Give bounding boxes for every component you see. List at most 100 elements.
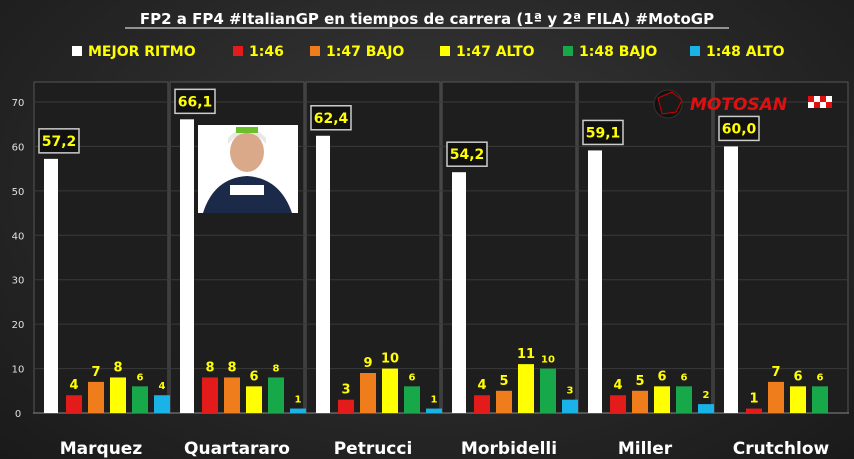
value-label: 6 — [817, 372, 824, 383]
legend-label: MEJOR RITMO — [88, 44, 196, 60]
bar — [724, 146, 738, 413]
bar — [426, 408, 442, 413]
y-tick-label: 50 — [12, 187, 25, 198]
value-label: 8 — [273, 363, 280, 374]
bar — [474, 395, 490, 413]
value-label: 1 — [295, 395, 302, 406]
motorbike-icon — [653, 89, 683, 119]
value-label: 57,2 — [42, 134, 77, 150]
legend-label: 1:48 BAJO — [579, 44, 657, 60]
bar — [588, 150, 602, 414]
bar — [290, 408, 306, 413]
value-label-box — [174, 88, 216, 115]
bar — [790, 386, 806, 413]
bar — [66, 395, 82, 413]
bar — [88, 381, 104, 413]
logo-text: MOTOSAN — [690, 95, 787, 115]
bar — [746, 408, 762, 413]
value-label: 9 — [363, 356, 372, 371]
bar — [562, 399, 578, 413]
value-label: 5 — [635, 374, 644, 389]
value-label: 6 — [409, 372, 416, 383]
category-label: Marquez — [60, 439, 143, 459]
y-tick-label: 30 — [12, 276, 25, 287]
chart-title: FP2 a FP4 #ItalianGP en tiempos de carre… — [140, 10, 714, 28]
bar — [360, 373, 376, 413]
value-label: 6 — [793, 369, 802, 384]
legend-label: 1:46 — [249, 44, 284, 60]
y-tick-label: 20 — [12, 320, 25, 331]
value-label: 7 — [91, 365, 100, 380]
category-label: Crutchlow — [733, 439, 830, 459]
category-label: Quartararo — [184, 439, 290, 459]
bar — [154, 395, 170, 413]
y-tick-label: 40 — [12, 231, 25, 242]
value-label: 1 — [749, 392, 758, 407]
value-label: 5 — [499, 374, 508, 389]
rider-photo — [198, 125, 298, 213]
y-tick-label: 60 — [12, 142, 25, 153]
legend-swatch — [233, 46, 243, 56]
value-label: 66,1 — [178, 94, 213, 110]
value-label: 59,1 — [586, 125, 621, 141]
y-tick-label: 10 — [12, 365, 25, 376]
legend-label: 1:47 ALTO — [456, 44, 535, 60]
motosan-logo: MOTOSAN — [653, 89, 832, 119]
bar — [224, 377, 240, 413]
value-label: 10 — [381, 352, 399, 367]
legend-label: 1:48 ALTO — [706, 44, 785, 60]
bar — [110, 377, 126, 413]
value-label-box — [718, 115, 760, 142]
bar — [132, 386, 148, 413]
legend-swatch — [440, 46, 450, 56]
bar — [268, 377, 284, 413]
bar — [338, 399, 354, 413]
value-label: 8 — [205, 360, 214, 375]
legend-swatch — [72, 46, 82, 56]
bar — [632, 390, 648, 413]
bar — [610, 395, 626, 413]
bar — [496, 390, 512, 413]
bar — [382, 368, 398, 413]
bar — [768, 381, 784, 413]
value-label: 62,4 — [314, 111, 349, 127]
value-label: 4 — [69, 378, 78, 393]
bar — [246, 386, 262, 413]
bar — [540, 368, 556, 413]
value-label: 11 — [517, 347, 535, 362]
legend-swatch — [310, 46, 320, 56]
value-label: 8 — [227, 360, 236, 375]
bar — [812, 386, 828, 413]
value-label: 7 — [771, 365, 780, 380]
value-label: 6 — [657, 369, 666, 384]
value-label: 6 — [681, 372, 688, 383]
value-label: 6 — [137, 372, 144, 383]
category-label: Miller — [618, 439, 673, 459]
bar — [654, 386, 670, 413]
value-label: 8 — [113, 360, 122, 375]
bar — [518, 364, 534, 413]
value-label: 10 — [541, 355, 555, 366]
bar — [698, 404, 714, 413]
bar — [404, 386, 420, 413]
checkered-flag-icon — [808, 96, 832, 108]
bar — [202, 377, 218, 413]
bar — [676, 386, 692, 413]
legend-swatch — [690, 46, 700, 56]
value-label-box — [446, 141, 488, 167]
value-label: 4 — [477, 378, 486, 393]
value-label: 3 — [567, 386, 574, 397]
value-label: 4 — [613, 378, 622, 393]
legend-swatch — [563, 46, 573, 56]
value-label: 6 — [249, 369, 258, 384]
value-label: 3 — [341, 383, 350, 398]
bar — [180, 119, 194, 413]
y-tick-label: 70 — [12, 98, 25, 109]
category-label: Petrucci — [334, 439, 413, 459]
legend-label: 1:47 BAJO — [326, 44, 404, 60]
bar — [44, 158, 58, 413]
value-label: 54,2 — [450, 147, 485, 163]
value-label: 1 — [431, 395, 438, 406]
